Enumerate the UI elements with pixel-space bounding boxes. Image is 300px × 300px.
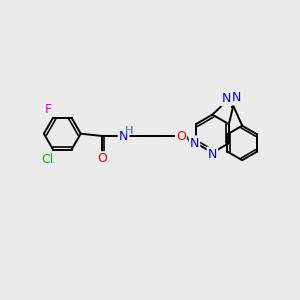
Text: F: F (45, 103, 52, 116)
Text: O: O (176, 130, 186, 142)
Text: O: O (97, 152, 107, 165)
Text: Cl: Cl (41, 153, 54, 166)
Text: N: N (232, 91, 242, 104)
Text: Cl: Cl (41, 153, 54, 166)
Text: N: N (221, 92, 231, 105)
Text: N: N (119, 130, 128, 142)
Text: O: O (97, 152, 107, 165)
Text: N: N (232, 91, 242, 104)
Text: O: O (176, 130, 186, 142)
Text: N: N (190, 137, 199, 150)
Text: N: N (208, 148, 217, 161)
Text: F: F (45, 103, 52, 116)
Text: N: N (221, 92, 231, 105)
Text: N: N (119, 130, 128, 142)
Text: H: H (125, 126, 134, 136)
Text: N: N (190, 137, 199, 150)
Text: N: N (208, 148, 217, 161)
Text: H: H (125, 126, 134, 136)
